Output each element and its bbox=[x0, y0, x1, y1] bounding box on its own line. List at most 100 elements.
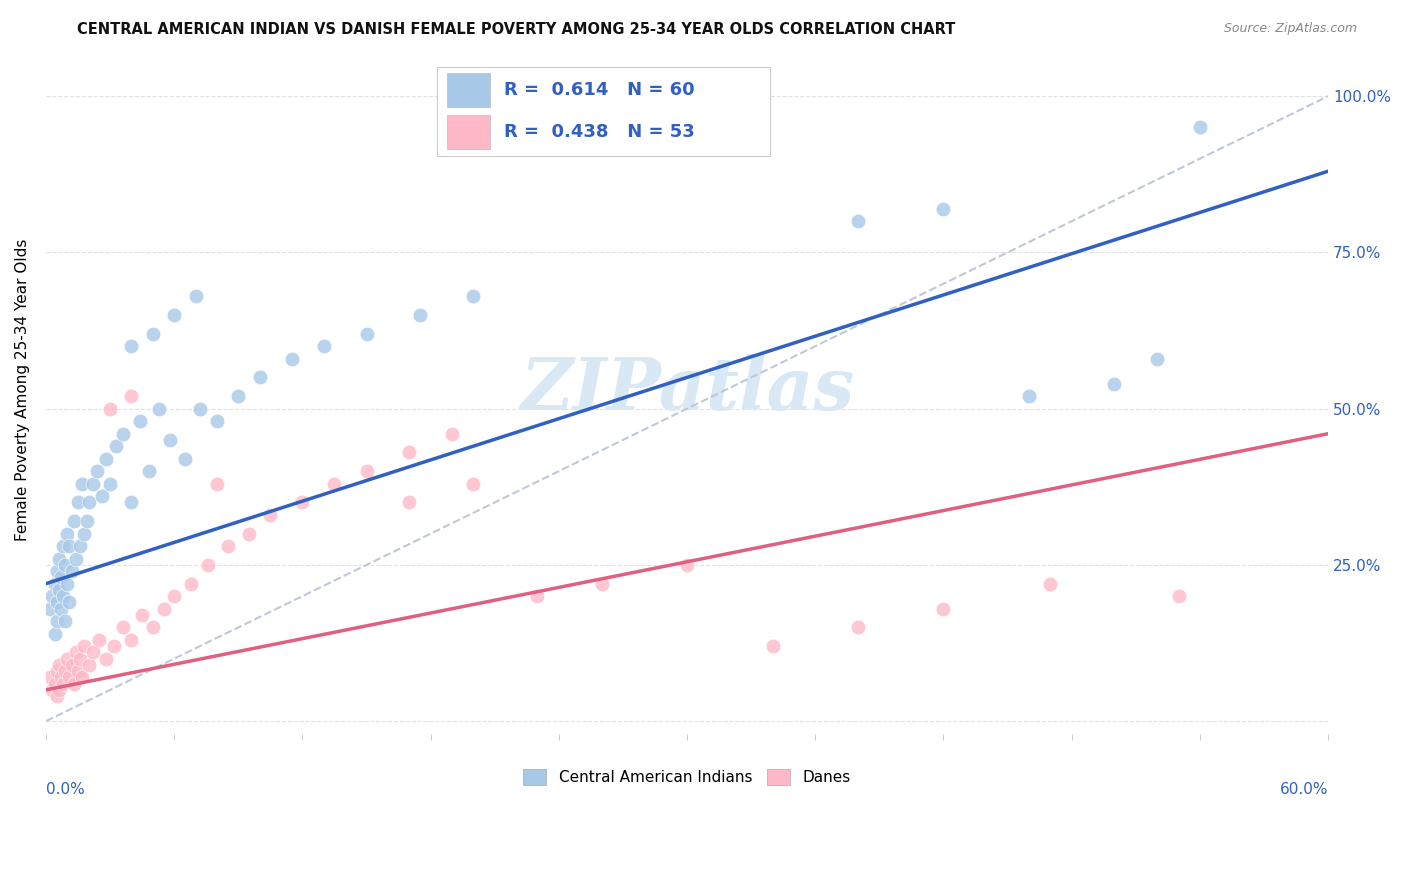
Point bbox=[41, 589, 63, 603]
Point bbox=[173, 451, 195, 466]
Point bbox=[180, 576, 202, 591]
Point bbox=[184, 289, 207, 303]
Point bbox=[58, 539, 80, 553]
Point bbox=[72, 476, 94, 491]
Point bbox=[53, 664, 76, 678]
Point bbox=[53, 614, 76, 628]
Text: Source: ZipAtlas.com: Source: ZipAtlas.com bbox=[1223, 22, 1357, 36]
Point bbox=[163, 589, 186, 603]
Point bbox=[52, 676, 75, 690]
Point bbox=[65, 551, 87, 566]
Point bbox=[105, 439, 128, 453]
Point bbox=[120, 389, 142, 403]
Point bbox=[94, 451, 117, 466]
Point bbox=[48, 657, 70, 672]
Point bbox=[60, 564, 83, 578]
Point bbox=[259, 508, 281, 522]
Point bbox=[280, 351, 302, 366]
Point bbox=[98, 476, 121, 491]
Point bbox=[1018, 389, 1040, 403]
Point bbox=[48, 582, 70, 597]
Point bbox=[45, 664, 67, 678]
Point bbox=[56, 526, 79, 541]
Legend: Central American Indians, Danes: Central American Indians, Danes bbox=[517, 763, 856, 791]
Point bbox=[90, 489, 112, 503]
Point bbox=[48, 551, 70, 566]
Point bbox=[39, 601, 62, 615]
Point bbox=[58, 670, 80, 684]
Point bbox=[291, 495, 314, 509]
Point bbox=[398, 445, 420, 459]
Point bbox=[761, 639, 783, 653]
Point bbox=[356, 326, 378, 341]
Point bbox=[60, 657, 83, 672]
Point bbox=[120, 495, 142, 509]
Point bbox=[932, 202, 955, 216]
Point bbox=[44, 576, 66, 591]
Point bbox=[44, 626, 66, 640]
Point bbox=[129, 414, 152, 428]
Point bbox=[69, 539, 91, 553]
Text: 0.0%: 0.0% bbox=[46, 781, 84, 797]
Point bbox=[73, 526, 96, 541]
Point bbox=[58, 595, 80, 609]
Point bbox=[49, 601, 72, 615]
Point bbox=[1104, 376, 1126, 391]
Point bbox=[45, 689, 67, 703]
Point bbox=[82, 476, 104, 491]
Point bbox=[103, 639, 125, 653]
Point bbox=[52, 589, 75, 603]
Point bbox=[53, 558, 76, 572]
Point bbox=[463, 289, 485, 303]
Point bbox=[159, 433, 181, 447]
Point bbox=[65, 645, 87, 659]
Point bbox=[131, 607, 153, 622]
Point bbox=[1167, 589, 1189, 603]
Point bbox=[197, 558, 219, 572]
Point bbox=[45, 595, 67, 609]
Point bbox=[69, 651, 91, 665]
Point bbox=[676, 558, 699, 572]
Point bbox=[163, 308, 186, 322]
Point bbox=[205, 476, 228, 491]
Point bbox=[846, 620, 869, 634]
Point bbox=[217, 539, 239, 553]
Point bbox=[45, 614, 67, 628]
Point bbox=[44, 676, 66, 690]
Point bbox=[138, 464, 160, 478]
Y-axis label: Female Poverty Among 25-34 Year Olds: Female Poverty Among 25-34 Year Olds bbox=[15, 239, 30, 541]
Point bbox=[62, 676, 84, 690]
Point bbox=[56, 651, 79, 665]
Point bbox=[86, 464, 108, 478]
Point bbox=[249, 370, 271, 384]
Point bbox=[312, 339, 335, 353]
Point bbox=[226, 389, 249, 403]
Point bbox=[1039, 576, 1062, 591]
Point bbox=[1146, 351, 1168, 366]
Point bbox=[1188, 120, 1211, 135]
Point bbox=[591, 576, 613, 591]
Point bbox=[45, 564, 67, 578]
Point bbox=[409, 308, 432, 322]
Point bbox=[142, 326, 165, 341]
Point bbox=[238, 526, 260, 541]
Text: 60.0%: 60.0% bbox=[1279, 781, 1329, 797]
Point bbox=[526, 589, 548, 603]
Point bbox=[111, 426, 134, 441]
Point bbox=[188, 401, 211, 416]
Point bbox=[205, 414, 228, 428]
Point bbox=[111, 620, 134, 634]
Point bbox=[82, 645, 104, 659]
Point bbox=[463, 476, 485, 491]
Point bbox=[77, 657, 100, 672]
Point bbox=[89, 632, 111, 647]
Point bbox=[41, 682, 63, 697]
Point bbox=[49, 670, 72, 684]
Text: ZIPatlas: ZIPatlas bbox=[520, 354, 853, 425]
Point bbox=[98, 401, 121, 416]
Point bbox=[39, 670, 62, 684]
Point bbox=[846, 214, 869, 228]
Point bbox=[62, 514, 84, 528]
Point bbox=[398, 495, 420, 509]
Point bbox=[52, 539, 75, 553]
